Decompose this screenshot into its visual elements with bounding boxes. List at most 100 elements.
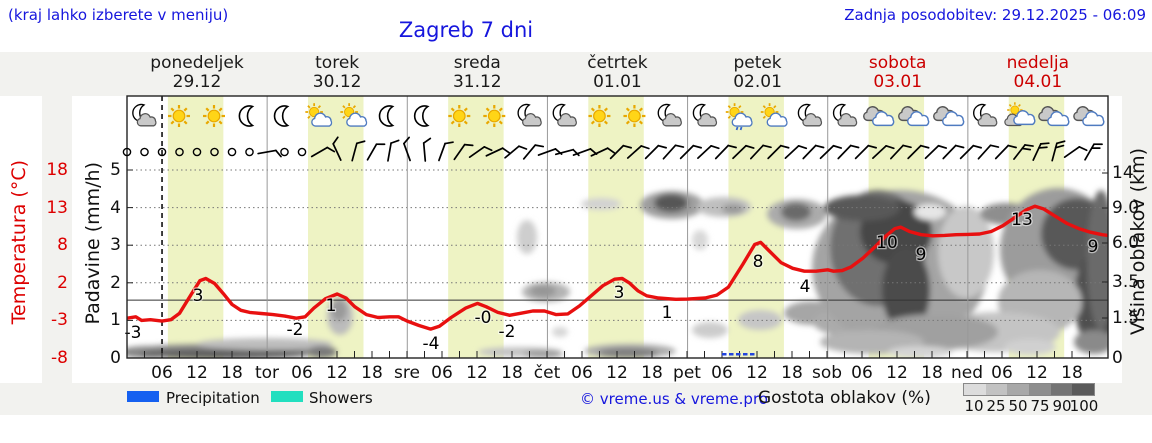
clouds-icon [1038,106,1070,127]
wind-barb-icon [1032,142,1050,162]
sun-icon [448,105,471,127]
cloud-density-label: Gostota oblakov (%) [758,388,931,408]
day-name: sobota [868,53,927,73]
tick-label: 8 [57,235,68,256]
day-date: 01.01 [593,72,642,92]
wind-barb-icon [1051,140,1066,162]
moon-cloud-icon [973,103,998,127]
showers-swatch [271,391,303,402]
day-date: 29.12 [172,72,222,92]
wind-barb-icon [697,145,720,159]
day-name: petek [733,53,782,73]
temperature-value-label: 3 [614,283,625,303]
wind-barb-icon [942,144,965,160]
wind-barb-icon [890,144,912,160]
sun-icon [168,105,190,127]
clouds-icon [1073,106,1105,127]
wind-calm-icon [280,147,289,157]
wind-barb-icon [351,140,366,162]
moon-cloud-icon [692,103,718,127]
wind-barb-icon [714,144,737,160]
density-tick-label: 100 [1069,397,1099,415]
precipitation-swatch [127,391,159,402]
wind-barb-icon [626,145,650,159]
wind-barb-icon [403,136,411,162]
wind-barb-icon [924,144,948,160]
wind-barb-icon [590,147,616,157]
temperature-value-label: 10 [876,233,898,253]
tick-label: 1.5 [1112,308,1140,328]
wind-barb-icon [332,136,342,162]
day-date: 04.01 [1013,72,1063,92]
x-axis-label: 12 [746,363,768,383]
tick-label: 3 [110,235,121,256]
x-axis-label: sob [811,363,843,383]
moon-cloud-icon [657,103,682,127]
sun-cloud-icon [760,103,788,127]
temperature-value-label: 4 [800,277,811,297]
moon-icon [238,105,255,127]
wind-barb-icon [554,148,580,157]
x-axis-label: 06 [151,363,173,383]
density-tick-label: 10 [964,397,984,415]
daylight-band [167,96,224,358]
tick-label: -8 [51,348,68,368]
temperature-value-label: 1 [662,303,673,323]
wind-barb-icon [732,144,755,160]
menu-hint: (kraj lahko izberete v meniju) [8,6,229,24]
moon-cloud-icon [552,103,577,127]
wind-calm-icon [297,147,307,157]
tick-label: -3 [51,310,68,331]
x-axis-label: 12 [186,363,208,383]
sun-icon [483,105,506,127]
temperature-line [127,204,1108,331]
wind-calm-icon [227,147,237,157]
temperature-value-label: -2 [287,320,304,340]
x-axis-label: 18 [921,363,943,383]
wind-barb-icon [907,144,930,160]
x-axis-label: 18 [501,363,523,383]
tick-label: 4 [110,197,121,218]
credit-link[interactable]: © vreme.us & vreme.pro [580,390,768,408]
sun-icon [588,105,611,127]
density-tick-label: 50 [1008,397,1028,415]
x-axis-label: 18 [1061,363,1083,383]
wind-barb-icon [994,144,1017,160]
moon-cloud-icon [832,103,858,127]
x-axis-label: 06 [291,363,313,383]
day-name: ponedeljek [150,53,244,73]
temperature-value-label: 1 [326,296,337,316]
wind-barb-icon [837,144,860,160]
wind-barb-icon [767,144,790,160]
x-axis-label: sre [394,363,420,383]
wind-barb-icon [310,146,336,158]
day-name: četrtek [587,53,648,73]
tick-label: 0 [1112,348,1123,368]
x-axis-label: 12 [1026,363,1048,383]
x-axis-label: 18 [641,363,663,383]
clouds-icon [898,106,930,127]
density-tick-label: 75 [1030,397,1050,415]
footer-band [0,383,1152,415]
moon-cloud-icon [517,103,542,127]
temperature-value-label: -2 [499,322,516,342]
temperature-value-label: -0 [475,308,492,328]
day-name: sreda [453,53,501,73]
density-tick-label: 90 [1052,397,1072,415]
moon-icon [273,105,290,127]
wind-barb-icon [453,143,474,161]
wind-calm-icon [122,147,132,157]
wind-barb-icon [504,145,528,159]
wind-barb-icon [609,144,632,160]
x-axis-label: 18 [781,363,803,383]
tick-label: 0 [110,348,121,368]
day-name: torek [315,53,360,73]
x-axis-label: 18 [361,363,383,383]
wind-calm-icon [210,147,219,157]
right-axis-band [1122,96,1152,383]
temperature-value-label: -4 [423,334,440,354]
tick-label: 18 [46,160,68,180]
moon-cloud-icon [132,103,157,127]
tick-label: 5 [110,160,121,180]
wind-calm-icon [140,147,149,157]
